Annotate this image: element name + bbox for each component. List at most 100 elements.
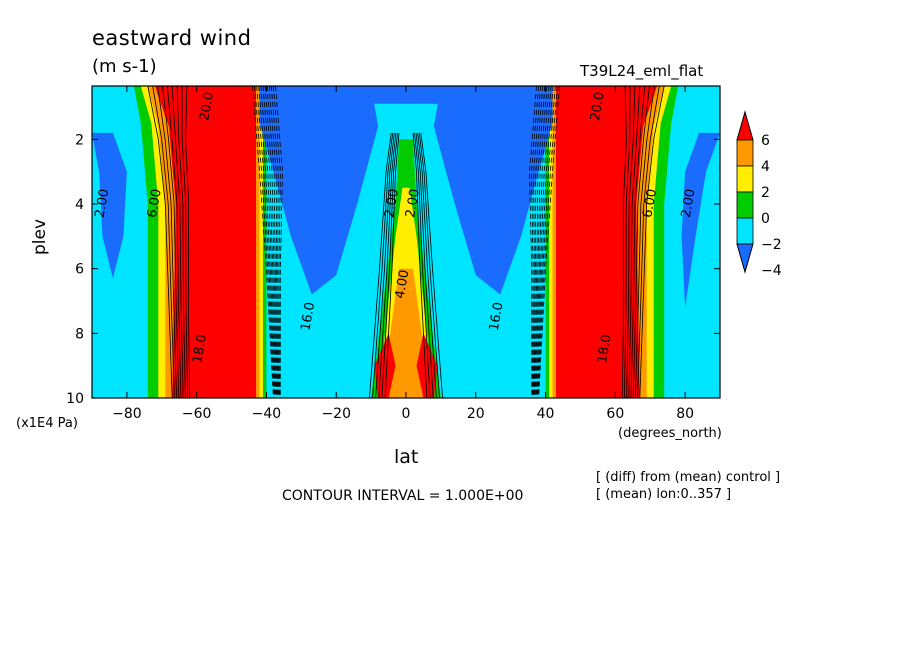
x-tick-label: 20: [467, 406, 485, 422]
x-tick-label: 0: [402, 406, 411, 422]
contour-line-dashed: [252, 86, 274, 398]
contour-label: 20.0: [588, 91, 608, 122]
colorbar-label: −4: [761, 263, 782, 279]
contour-label: 16.0: [298, 301, 318, 332]
polar-low-sh: [92, 132, 127, 279]
contour-line-dashed: [533, 86, 546, 398]
contour-line-dashed: [536, 86, 554, 398]
contour-line: [632, 86, 650, 398]
contour-line: [420, 132, 443, 398]
contour-line: [181, 86, 188, 398]
colorbar-swatch: [736, 191, 754, 219]
x-tick-label: 80: [676, 406, 694, 422]
contour-line: [147, 86, 173, 398]
x-tick-label: −20: [321, 406, 351, 422]
contour-line-dashed: [533, 86, 544, 398]
contour-line-dashed: [270, 86, 280, 398]
polar-low-nh: [681, 132, 720, 308]
contour-label: 4.00: [393, 269, 413, 300]
contour-line: [418, 132, 440, 398]
contour-line-dashed: [262, 86, 277, 398]
y-tick-label: 2: [75, 132, 84, 148]
x-tick-label: 60: [606, 406, 624, 422]
contour-line: [167, 86, 182, 398]
contour-line: [414, 132, 431, 398]
colorbar-label: 2: [761, 185, 770, 201]
contour-label: 2.00: [382, 188, 402, 219]
colorbar-label: 0: [761, 211, 770, 227]
contour-line: [417, 132, 437, 398]
contour-line: [635, 86, 655, 398]
contour-label: 2.00: [403, 188, 423, 219]
subtropical-low-nh: [433, 86, 553, 295]
contour-line-dashed: [256, 86, 276, 398]
contour-labels: 20.0 20.018.0 18.016.0 16.02.00 2.004.002.00…: [93, 91, 699, 365]
contour-line: [157, 86, 177, 398]
contour-line: [626, 86, 636, 398]
contour-lines: [147, 86, 665, 398]
contour-line: [415, 132, 434, 398]
contour-label: 6.00: [640, 188, 660, 219]
y-tick-label: 4: [75, 197, 84, 213]
contour-line: [176, 86, 186, 398]
contour-label: 18.0: [190, 333, 210, 364]
chart-title: eastward wind: [92, 26, 252, 50]
contour-interval-label: CONTOUR INTERVAL = 1.000E+00: [282, 488, 524, 504]
y-tick-label: 10: [66, 391, 84, 407]
y-unit-label: (x1E4 Pa): [16, 416, 78, 431]
colorbar-arrow-top: [736, 110, 754, 141]
contour-line: [384, 132, 400, 398]
contour-line-dashed: [268, 86, 279, 398]
colorbar-label: 4: [761, 159, 770, 175]
contour-line: [369, 132, 392, 398]
upper-low-strip: [259, 86, 553, 104]
x-tick-label: −40: [252, 406, 282, 422]
contour-line-dashed: [535, 86, 552, 398]
contour-line: [624, 86, 631, 398]
contour-line-dashed: [532, 86, 542, 398]
contour-line: [381, 132, 398, 398]
contour-label: 6.00: [145, 188, 165, 219]
contour-line: [375, 132, 395, 398]
contour-line: [637, 86, 660, 398]
colorbar: 6 4 2 0 −2 −4: [736, 110, 782, 279]
x-tick-label: −80: [112, 406, 142, 422]
axes: −80 −60 −40 −20 0 20 40 60 80 2 4 6 8 10: [66, 86, 720, 422]
contour-line-dashed: [258, 86, 276, 398]
contour-label: 2.00: [93, 188, 113, 219]
contour-line-dashed: [531, 86, 539, 398]
contour-line-dashed: [273, 86, 281, 398]
contour-label: 2.00: [679, 188, 699, 219]
y-tick-label: 8: [75, 326, 84, 342]
x-axis-label: lat: [394, 446, 419, 468]
run-label: T39L24_eml_flat: [580, 62, 704, 80]
x-tick-label: −60: [182, 406, 212, 422]
contour-line: [162, 86, 180, 398]
colorbar-swatch: [736, 165, 754, 193]
colorbar-swatch: [736, 217, 754, 245]
contour-line-dashed: [260, 86, 277, 398]
contour-line-dashed: [537, 86, 558, 398]
x-unit-label: (degrees_north): [618, 426, 722, 441]
contour-line-dashed: [536, 86, 556, 398]
contour-line-dashed: [275, 86, 283, 398]
contour-line: [630, 86, 645, 398]
contour-line: [378, 132, 397, 398]
contour-line-dashed: [264, 86, 278, 398]
colorbar-swatch: [736, 139, 754, 167]
contour-line: [185, 86, 191, 398]
contour-line: [412, 132, 428, 398]
plot-area: 20.0 20.018.0 18.016.0 16.02.00 2.004.002.00…: [92, 86, 720, 398]
contour-line: [372, 132, 394, 398]
colorbar-label: −2: [761, 237, 782, 253]
contour-line-dashed: [266, 86, 279, 398]
contour-line-dashed: [535, 86, 550, 398]
contour-line-dashed: [254, 86, 275, 398]
colorbar-arrow-bottom: [736, 243, 754, 274]
contour-line: [171, 86, 184, 398]
units-label: (m s-1): [92, 56, 157, 77]
contour-line: [152, 86, 175, 398]
contour-label: 20.0: [197, 91, 217, 122]
contour-line-dashed: [534, 86, 548, 398]
